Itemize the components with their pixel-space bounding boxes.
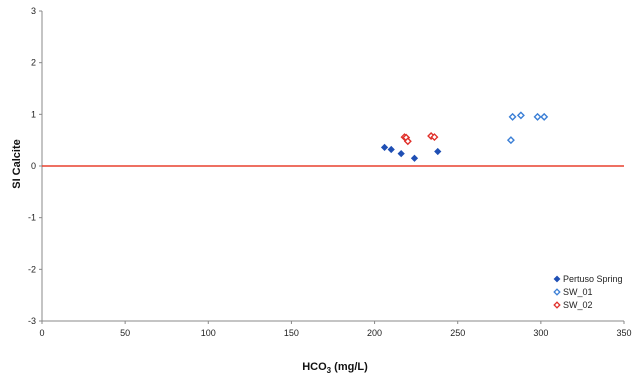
data-point-series-2 [506,136,515,145]
y-tick-label: -2 [28,264,36,274]
x-axis-title-subscript: 3 [327,366,332,375]
y-axis-title: SI Calcite [11,139,23,189]
y-tick-label: 2 [31,58,36,68]
legend: Pertuso Spring SW_01 SW_02 [553,274,623,310]
y-axis-ticks: -3 -2 -1 0 1 2 3 [28,6,42,326]
data-point-series-3 [403,137,412,146]
y-tick-label: 1 [31,109,36,119]
legend-marker [553,301,561,309]
data-point-series-1 [397,149,405,158]
legend-label: Pertuso Spring [563,274,623,284]
x-tick-label: 150 [284,328,299,338]
x-tick-label: 300 [533,328,548,338]
x-tick-label: 350 [616,328,631,338]
data-point-series-2 [516,111,525,120]
data-point-series-1 [387,145,395,154]
legend-label: SW_02 [563,300,593,310]
x-axis-title: HCO3 (mg/L) [302,361,368,375]
legend-marker [553,288,561,296]
data-point-series-1 [410,154,419,162]
x-tick-label: 100 [201,328,216,338]
x-axis-ticks: 0 50 100 150 200 250 300 350 [39,321,632,338]
data-point-series-1 [380,143,389,152]
data-point-series-2 [533,112,542,121]
x-tick-label: 250 [450,328,465,338]
data-point-series-2 [540,112,549,121]
legend-label: SW_01 [563,287,593,297]
data-points [380,111,549,162]
legend-marker [553,275,561,283]
y-tick-label: -3 [28,316,36,326]
x-tick-label: 50 [120,328,130,338]
data-point-series-1 [434,147,442,156]
x-tick-label: 0 [39,328,44,338]
y-tick-label: 3 [31,6,36,16]
data-point-series-3 [430,133,439,142]
y-tick-label: 0 [31,161,36,171]
data-point-series-2 [508,112,517,121]
x-tick-label: 200 [367,328,382,338]
y-tick-label: -1 [28,213,36,223]
x-axis-title-main: HCO [302,361,327,373]
x-axis-title-unit: (mg/L) [331,361,368,373]
